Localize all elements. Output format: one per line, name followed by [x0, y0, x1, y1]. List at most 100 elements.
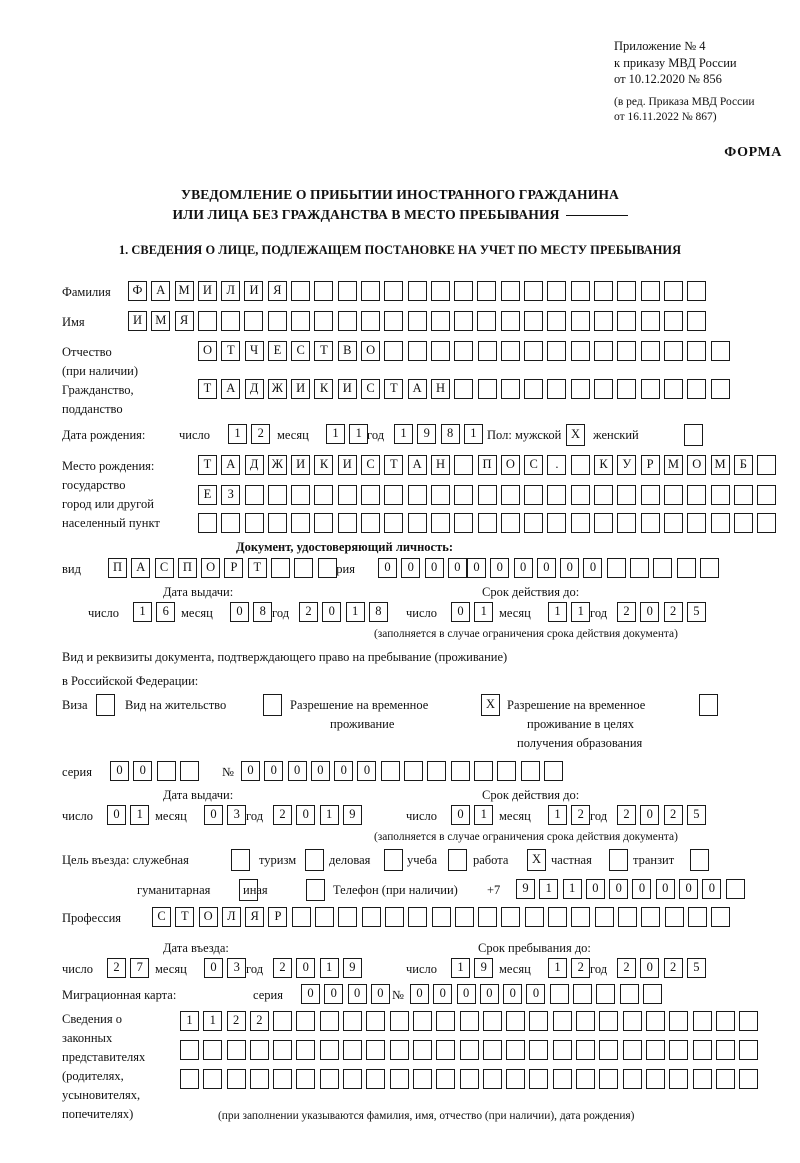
char-box[interactable] — [710, 513, 730, 533]
char-box[interactable]: Т — [198, 455, 217, 475]
char-box[interactable]: 0 — [301, 984, 320, 1004]
char-box[interactable] — [529, 1040, 549, 1060]
char-box[interactable]: А — [221, 379, 241, 399]
char-box[interactable] — [477, 379, 497, 399]
char-box[interactable] — [715, 1069, 735, 1089]
char-box[interactable] — [389, 1011, 409, 1031]
char-box[interactable]: У — [617, 455, 637, 475]
char-box[interactable]: 1 — [319, 958, 339, 978]
char-box[interactable]: П — [177, 558, 197, 578]
char-box[interactable]: 5 — [686, 602, 706, 622]
char-box[interactable] — [384, 513, 404, 533]
char-box[interactable] — [529, 1011, 549, 1031]
char-box[interactable]: С — [291, 341, 311, 361]
char-box[interactable] — [552, 1040, 572, 1060]
char-box[interactable] — [642, 984, 662, 1004]
char-box[interactable]: Т — [247, 558, 267, 578]
char-box[interactable]: О — [361, 341, 381, 361]
char-box[interactable] — [454, 341, 474, 361]
char-box[interactable] — [617, 379, 637, 399]
birthplace-row-3-boxes[interactable] — [198, 513, 780, 533]
char-box[interactable]: О — [198, 907, 218, 927]
char-box[interactable]: 1 — [474, 602, 494, 622]
char-box[interactable] — [524, 907, 544, 927]
char-box[interactable]: Д — [244, 455, 264, 475]
char-box[interactable]: Е — [198, 485, 217, 505]
char-box[interactable] — [296, 1040, 316, 1060]
char-box[interactable]: 9 — [474, 958, 494, 978]
char-box[interactable] — [197, 311, 217, 331]
char-box[interactable] — [640, 513, 660, 533]
char-box[interactable] — [699, 558, 719, 578]
char-box[interactable] — [389, 1069, 409, 1089]
char-box[interactable] — [180, 1040, 199, 1060]
char-box[interactable] — [156, 761, 176, 781]
char-box[interactable]: 0 — [632, 879, 652, 899]
char-box[interactable]: И — [337, 379, 357, 399]
char-box[interactable] — [436, 1011, 456, 1031]
char-box[interactable]: М — [174, 281, 194, 301]
char-box[interactable] — [663, 341, 683, 361]
char-box[interactable] — [664, 907, 684, 927]
char-box[interactable] — [384, 485, 404, 505]
char-box[interactable]: 0 — [503, 984, 523, 1004]
char-box[interactable] — [291, 485, 311, 505]
char-box[interactable] — [291, 907, 311, 927]
char-box[interactable] — [315, 907, 335, 927]
char-box[interactable]: 1 — [539, 879, 559, 899]
char-box[interactable] — [599, 1069, 619, 1089]
char-box[interactable] — [314, 485, 334, 505]
char-box[interactable] — [314, 513, 334, 533]
char-box[interactable]: 0 — [241, 761, 260, 781]
char-box[interactable] — [524, 281, 544, 301]
char-box[interactable]: 0 — [110, 761, 129, 781]
char-box[interactable]: 0 — [479, 984, 499, 1004]
char-box[interactable]: 0 — [296, 958, 316, 978]
char-box[interactable] — [244, 513, 264, 533]
char-box[interactable]: С — [154, 558, 174, 578]
char-box[interactable]: Р — [224, 558, 244, 578]
char-box[interactable] — [645, 1011, 665, 1031]
char-box[interactable] — [506, 1011, 526, 1031]
residence-permit-checkbox[interactable] — [263, 694, 282, 716]
char-box[interactable] — [500, 311, 520, 331]
char-box[interactable]: 0 — [609, 879, 629, 899]
char-box[interactable] — [337, 311, 357, 331]
char-box[interactable] — [599, 1040, 619, 1060]
char-box[interactable] — [594, 379, 614, 399]
char-box[interactable]: 7 — [130, 958, 150, 978]
char-box[interactable] — [271, 558, 291, 578]
char-box[interactable] — [319, 1011, 339, 1031]
char-box[interactable]: Б — [733, 455, 753, 475]
char-box[interactable] — [593, 281, 613, 301]
char-box[interactable] — [687, 907, 707, 927]
char-box[interactable]: П — [477, 455, 497, 475]
char-box[interactable] — [571, 907, 591, 927]
char-box[interactable]: 2 — [273, 958, 292, 978]
char-box[interactable] — [524, 341, 544, 361]
char-box[interactable]: 0 — [655, 879, 675, 899]
char-box[interactable] — [594, 485, 614, 505]
char-box[interactable] — [412, 1069, 432, 1089]
char-box[interactable] — [430, 281, 450, 301]
char-box[interactable] — [596, 984, 616, 1004]
char-box[interactable]: 0 — [204, 805, 223, 825]
char-box[interactable] — [739, 1040, 759, 1060]
char-box[interactable] — [547, 513, 567, 533]
char-box[interactable] — [408, 907, 428, 927]
char-box[interactable] — [676, 558, 696, 578]
char-box[interactable] — [687, 485, 707, 505]
char-box[interactable] — [506, 1040, 526, 1060]
char-box[interactable]: И — [291, 379, 311, 399]
char-box[interactable]: 0 — [424, 558, 444, 578]
purpose-tourism-checkbox[interactable] — [305, 849, 324, 871]
char-box[interactable]: Л — [221, 907, 241, 927]
